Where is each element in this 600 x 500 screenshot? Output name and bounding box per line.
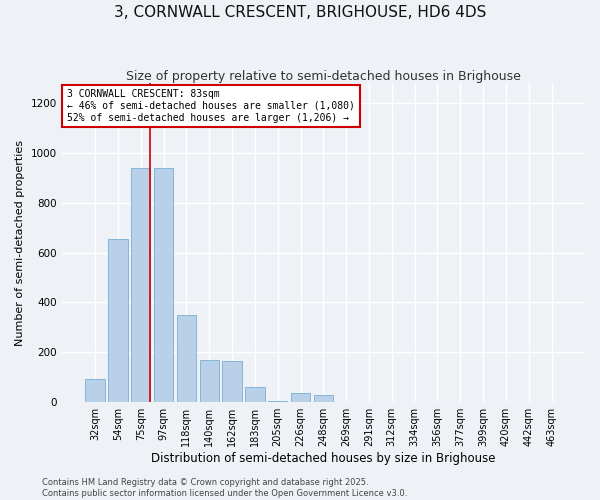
Bar xyxy=(223,361,242,402)
Bar xyxy=(291,394,310,402)
Text: 3, CORNWALL CRESCENT, BRIGHOUSE, HD6 4DS: 3, CORNWALL CRESCENT, BRIGHOUSE, HD6 4DS xyxy=(114,5,486,20)
Bar xyxy=(177,315,196,402)
Text: 3 CORNWALL CRESCENT: 83sqm
← 46% of semi-detached houses are smaller (1,080)
52%: 3 CORNWALL CRESCENT: 83sqm ← 46% of semi… xyxy=(67,90,355,122)
Bar xyxy=(268,401,287,402)
Bar xyxy=(200,360,219,402)
Bar xyxy=(314,394,333,402)
Bar xyxy=(154,168,173,402)
Bar xyxy=(131,168,151,402)
Text: Contains HM Land Registry data © Crown copyright and database right 2025.
Contai: Contains HM Land Registry data © Crown c… xyxy=(42,478,407,498)
Bar xyxy=(245,387,265,402)
Title: Size of property relative to semi-detached houses in Brighouse: Size of property relative to semi-detach… xyxy=(126,70,521,83)
Bar xyxy=(108,239,128,402)
Bar xyxy=(85,378,105,402)
X-axis label: Distribution of semi-detached houses by size in Brighouse: Distribution of semi-detached houses by … xyxy=(151,452,496,465)
Y-axis label: Number of semi-detached properties: Number of semi-detached properties xyxy=(15,140,25,346)
